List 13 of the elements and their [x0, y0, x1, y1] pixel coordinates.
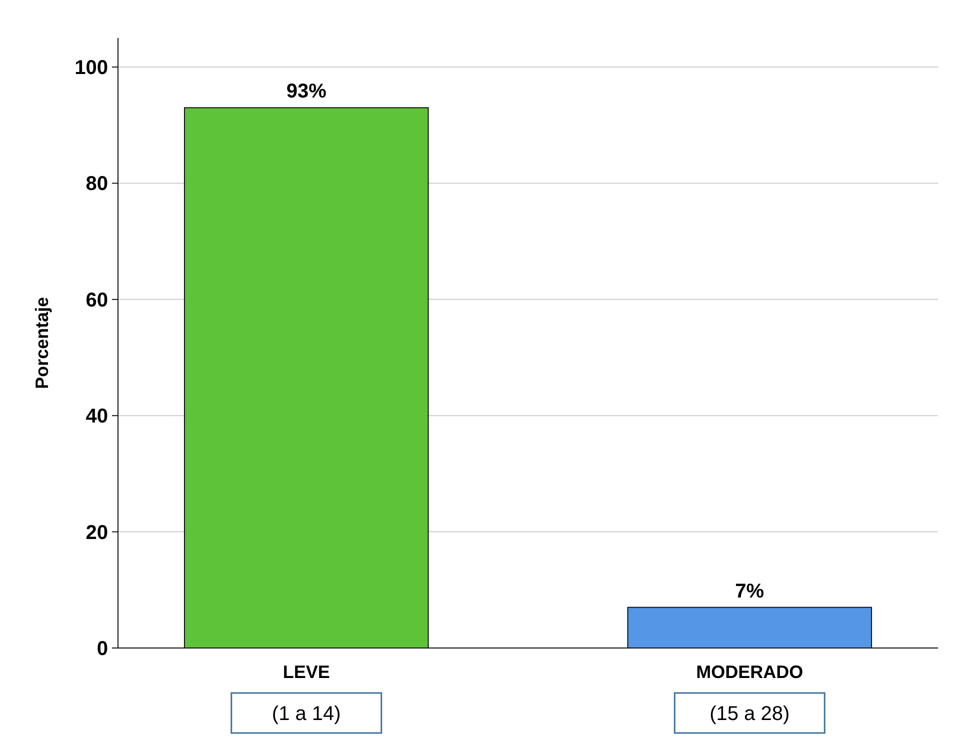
y-axis-title: Porcentaje: [32, 296, 52, 390]
y-tick-label: 20: [86, 522, 108, 544]
y-tick-label: 0: [96, 638, 108, 660]
text: (1 a 14): [272, 703, 341, 725]
y-tick-label: 80: [86, 173, 108, 196]
x-tick-label: MODERADO: [696, 662, 804, 682]
x-tick-label: LEVE: [282, 662, 330, 682]
data-label: 7%: [735, 580, 764, 602]
data-label: 93%: [286, 80, 327, 103]
y-tick-label: 100: [74, 57, 108, 80]
text: (15 a 28): [710, 703, 790, 725]
y-tick-label: 40: [86, 406, 108, 428]
y-tick-label: 60: [86, 289, 108, 312]
